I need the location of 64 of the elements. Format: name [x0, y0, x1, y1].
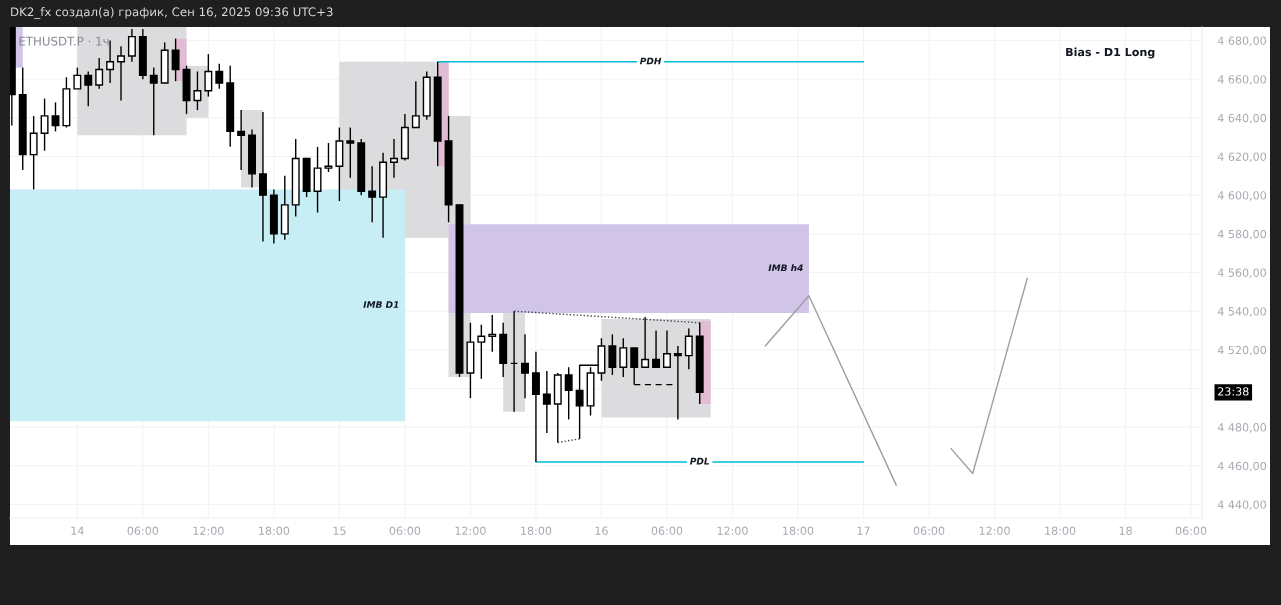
x-tick-label: 12:00: [193, 526, 224, 535]
candlestick: [51, 101, 60, 133]
candlestick: [673, 345, 682, 421]
candlestick: [346, 126, 355, 179]
candlestick: [127, 28, 136, 63]
candlestick: [215, 63, 224, 90]
x-tick-label: 12:00: [455, 526, 486, 535]
x-tick-label: 16: [595, 526, 608, 535]
annotation: IMB h4: [768, 264, 803, 272]
candlestick: [411, 80, 420, 129]
x-tick-label: 06:00: [651, 526, 683, 535]
y-tick-label: 4 460,00: [1217, 461, 1267, 472]
candlestick: [95, 57, 104, 90]
series-label: PDH: [639, 57, 662, 65]
x-tick-label: 12:00: [979, 526, 1010, 535]
x-tick-label: 18:00: [783, 526, 814, 535]
candlestick: [390, 138, 398, 179]
candlestick: [237, 109, 246, 171]
x-tick-label: 14: [71, 526, 84, 535]
x-tick-label: 17: [857, 526, 870, 535]
candlestick: [149, 66, 158, 136]
y-tick-label: 4 620,00: [1217, 152, 1267, 163]
y-tick-label: 4 480,00: [1217, 423, 1267, 433]
x-tick-label: 18:00: [521, 526, 552, 535]
y-tick-label: 4 560,00: [1217, 268, 1267, 279]
candlestick: [368, 165, 377, 223]
x-tick-label: 18:00: [259, 526, 290, 535]
candlestick: [684, 327, 693, 370]
text: 23:38: [1218, 387, 1249, 396]
chart-title: DK2_fx создал(а) график, Сен 16, 2025 09:36 UTC+3: [11, 7, 333, 19]
x-tick-label: 06:00: [127, 526, 159, 535]
x-tick-label: 06:00: [1175, 526, 1207, 535]
candlestick: [652, 329, 661, 368]
x-tick-label: 18: [1119, 526, 1132, 535]
x-tick-label: 06:00: [389, 526, 421, 535]
y-tick-label: 4 660,00: [1217, 75, 1267, 85]
x-tick-label: 06:00: [913, 526, 945, 535]
candlestick: [619, 337, 628, 378]
x-tick-label: 15: [333, 526, 346, 535]
y-tick-label: 4 540,00: [1217, 307, 1267, 317]
text: ETHUSDT.P · 1ч: [19, 36, 109, 46]
y-tick-label: 4 440,00: [1217, 500, 1267, 510]
candlestick: [117, 45, 125, 102]
candlestick: [171, 37, 180, 82]
y-tick-label: 4 640,00: [1217, 113, 1267, 124]
candlestick: [84, 70, 93, 107]
candlestick: [564, 366, 573, 421]
candlestick: [608, 333, 617, 376]
candlestick: [258, 111, 267, 243]
x-tick-label: 12:00: [717, 526, 748, 535]
candlestick: [641, 316, 650, 368]
candlestick: [193, 70, 202, 111]
y-tick-label: 4 520,00: [1217, 345, 1267, 356]
candlestick: [521, 333, 529, 399]
candlestick: [542, 370, 551, 434]
candlestick: [531, 351, 540, 463]
series-label: PDL: [689, 457, 710, 465]
y-tick-label: 4 600,00: [1217, 191, 1267, 201]
candlestick: [662, 329, 671, 368]
annotation: IMB D1: [363, 301, 399, 308]
x-tick-label: 18:00: [1045, 526, 1076, 535]
annotation: Bias - D1 Long: [1066, 47, 1155, 59]
y-tick-label: 4 680,00: [1217, 36, 1267, 47]
y-tick-label: 4 580,00: [1217, 229, 1267, 240]
